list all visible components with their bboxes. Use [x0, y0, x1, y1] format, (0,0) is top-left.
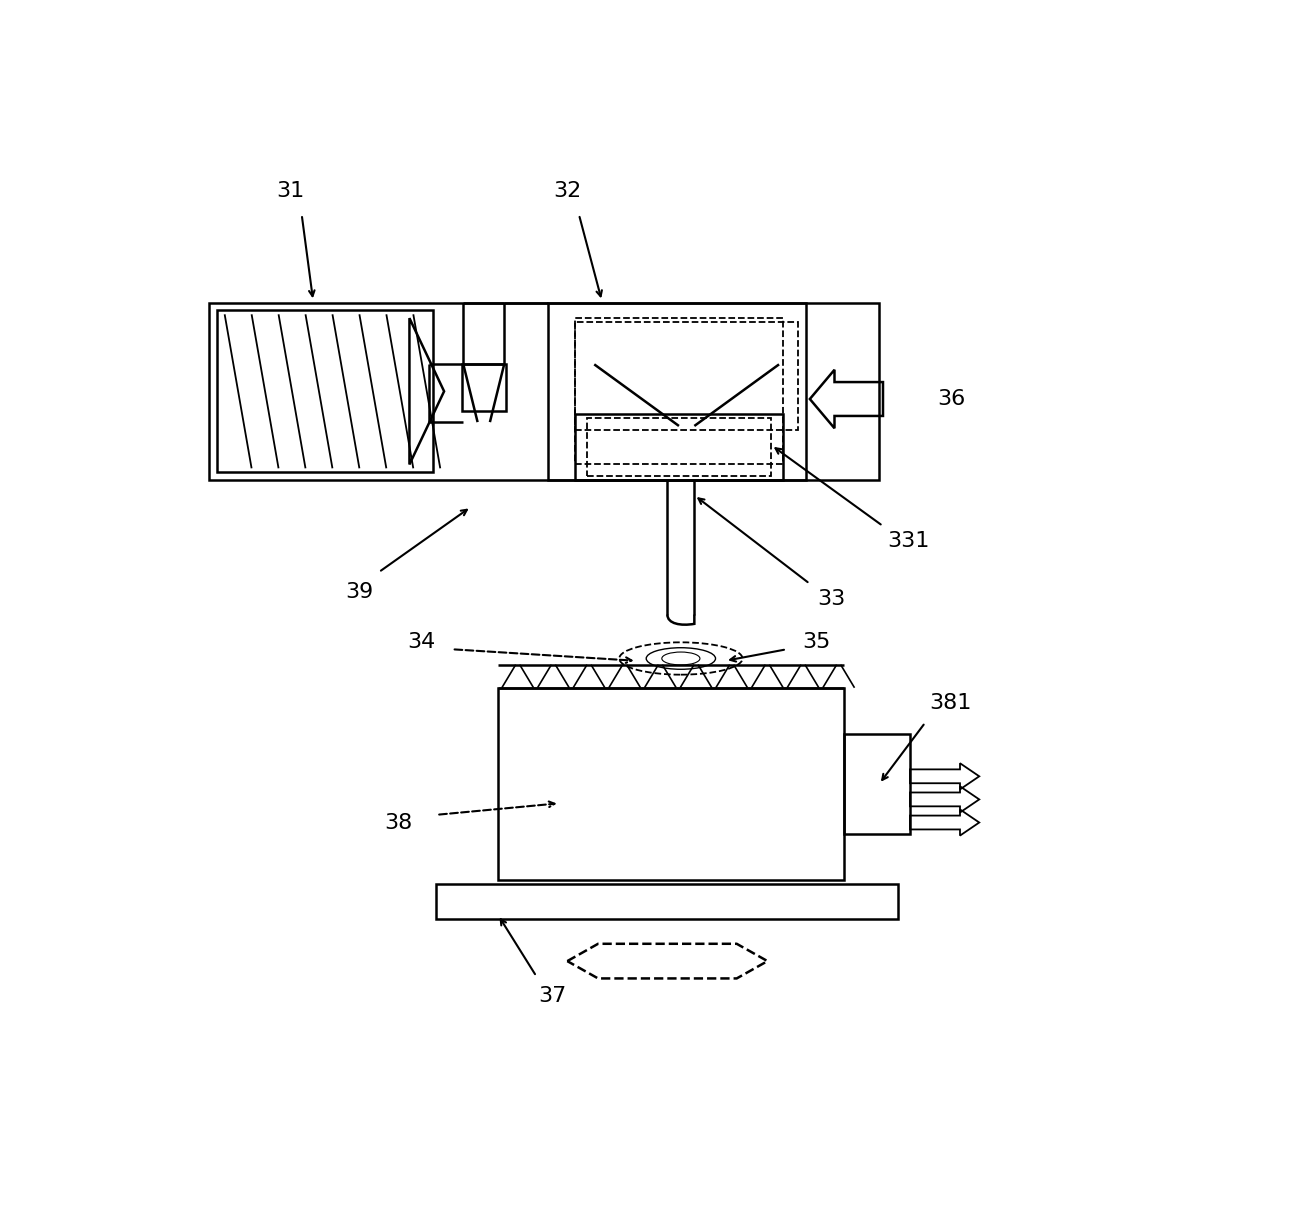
Text: 37: 37 — [538, 986, 565, 1005]
Bar — [586, 419, 771, 476]
Bar — [844, 734, 910, 834]
Text: 32: 32 — [554, 181, 581, 202]
Text: 38: 38 — [384, 812, 412, 833]
Text: 36: 36 — [937, 388, 965, 409]
Text: 39: 39 — [346, 582, 373, 601]
Bar — [462, 364, 505, 410]
Bar — [217, 311, 432, 472]
Bar — [209, 302, 880, 480]
Bar — [575, 414, 783, 480]
Bar — [575, 322, 798, 430]
Text: 33: 33 — [818, 589, 846, 609]
Text: 331: 331 — [886, 532, 929, 551]
Text: 31: 31 — [276, 181, 304, 202]
Bar — [575, 318, 783, 465]
Text: 381: 381 — [929, 693, 971, 713]
Bar — [548, 302, 806, 480]
Text: 35: 35 — [802, 631, 830, 652]
Bar — [436, 884, 898, 919]
Text: 34: 34 — [407, 631, 435, 652]
Bar — [497, 688, 844, 880]
